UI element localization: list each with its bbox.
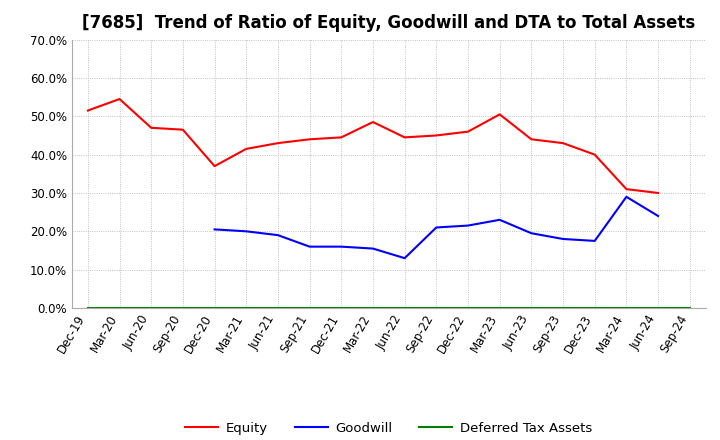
Line: Equity: Equity bbox=[88, 99, 658, 193]
Deferred Tax Assets bbox=[495, 305, 504, 311]
Deferred Tax Assets bbox=[432, 305, 441, 311]
Equity bbox=[622, 187, 631, 192]
Goodwill bbox=[590, 238, 599, 244]
Goodwill bbox=[369, 246, 377, 251]
Deferred Tax Assets bbox=[685, 305, 694, 311]
Deferred Tax Assets bbox=[210, 305, 219, 311]
Deferred Tax Assets bbox=[590, 305, 599, 311]
Deferred Tax Assets bbox=[179, 305, 187, 311]
Equity bbox=[527, 137, 536, 142]
Goodwill bbox=[400, 256, 409, 261]
Goodwill bbox=[527, 231, 536, 236]
Deferred Tax Assets bbox=[464, 305, 472, 311]
Deferred Tax Assets bbox=[369, 305, 377, 311]
Goodwill bbox=[242, 229, 251, 234]
Equity bbox=[274, 140, 282, 146]
Equity bbox=[147, 125, 156, 130]
Deferred Tax Assets bbox=[622, 305, 631, 311]
Deferred Tax Assets bbox=[84, 305, 92, 311]
Deferred Tax Assets bbox=[147, 305, 156, 311]
Equity bbox=[369, 119, 377, 125]
Deferred Tax Assets bbox=[115, 305, 124, 311]
Equity bbox=[654, 191, 662, 196]
Deferred Tax Assets bbox=[654, 305, 662, 311]
Equity bbox=[400, 135, 409, 140]
Equity bbox=[590, 152, 599, 157]
Legend: Equity, Goodwill, Deferred Tax Assets: Equity, Goodwill, Deferred Tax Assets bbox=[180, 417, 598, 440]
Deferred Tax Assets bbox=[559, 305, 567, 311]
Deferred Tax Assets bbox=[242, 305, 251, 311]
Goodwill bbox=[337, 244, 346, 249]
Equity bbox=[115, 96, 124, 102]
Equity bbox=[464, 129, 472, 134]
Goodwill bbox=[432, 225, 441, 230]
Equity bbox=[305, 137, 314, 142]
Equity bbox=[210, 164, 219, 169]
Equity bbox=[179, 127, 187, 132]
Goodwill bbox=[654, 213, 662, 219]
Goodwill bbox=[274, 232, 282, 238]
Goodwill bbox=[622, 194, 631, 199]
Goodwill bbox=[210, 227, 219, 232]
Deferred Tax Assets bbox=[274, 305, 282, 311]
Deferred Tax Assets bbox=[305, 305, 314, 311]
Title: [7685]  Trend of Ratio of Equity, Goodwill and DTA to Total Assets: [7685] Trend of Ratio of Equity, Goodwil… bbox=[82, 15, 696, 33]
Deferred Tax Assets bbox=[527, 305, 536, 311]
Deferred Tax Assets bbox=[337, 305, 346, 311]
Equity bbox=[84, 108, 92, 113]
Equity bbox=[242, 146, 251, 151]
Equity bbox=[559, 140, 567, 146]
Equity bbox=[495, 112, 504, 117]
Goodwill bbox=[495, 217, 504, 223]
Goodwill bbox=[464, 223, 472, 228]
Goodwill bbox=[559, 236, 567, 242]
Deferred Tax Assets bbox=[400, 305, 409, 311]
Line: Goodwill: Goodwill bbox=[215, 197, 658, 258]
Equity bbox=[337, 135, 346, 140]
Equity bbox=[432, 133, 441, 138]
Goodwill bbox=[305, 244, 314, 249]
